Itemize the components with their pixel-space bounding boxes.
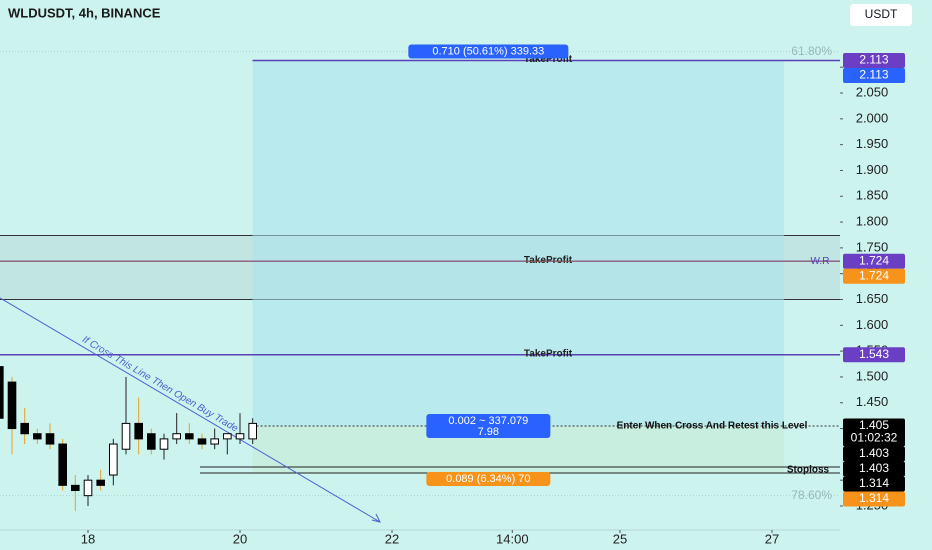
y-tick-label: 1.900	[856, 162, 889, 177]
wr-label: W.R	[811, 256, 830, 267]
candle-body	[235, 433, 245, 440]
entry-badge-text: 0.002 ~ 337.079	[448, 415, 528, 427]
candle-body	[223, 433, 232, 440]
y-tick-label: 1.800	[856, 214, 889, 229]
y-tick-label: 1.950	[856, 136, 889, 151]
entry-badge-sub: 7.98	[478, 426, 499, 438]
price-label-box	[843, 268, 905, 284]
level-label: TakeProfit	[524, 54, 573, 65]
price-label-box	[843, 253, 905, 269]
x-tick-label: 18	[81, 531, 95, 546]
price-label: 2.113	[859, 53, 888, 67]
price-label-box	[843, 68, 905, 84]
x-tick-label: 22	[385, 531, 399, 546]
price-label: 1.403	[859, 461, 889, 475]
candle-body	[134, 422, 144, 440]
candle-body	[20, 422, 30, 435]
fib-label: 61.80%	[791, 44, 832, 58]
target-badge	[408, 44, 569, 59]
y-tick-label: 2.050	[856, 84, 889, 99]
price-label-box	[843, 347, 905, 363]
candle-body	[45, 433, 55, 445]
currency[interactable]: USDT	[865, 7, 898, 21]
y-tick-label: 1.750	[856, 239, 889, 254]
candle-body	[7, 381, 17, 430]
price-label: 1.543	[859, 347, 889, 361]
price-label-box	[843, 461, 905, 477]
candle-body	[83, 479, 93, 497]
symbol-title: WLDUSDT, 4h, BINANCE	[8, 5, 161, 20]
entry-note: Enter When Cross And Retest this Level	[617, 421, 808, 432]
price-label-box	[843, 418, 905, 447]
x-tick-label: 27	[765, 531, 779, 546]
candle-body	[58, 443, 68, 486]
stop-badge	[426, 471, 551, 486]
candle-body	[210, 438, 220, 445]
candle-body	[0, 366, 4, 419]
entry-badge	[426, 413, 551, 438]
price-label: 1.314	[859, 491, 889, 505]
candle-body	[71, 484, 80, 492]
stop-badge-text: 0.089 (6.34%) 70	[446, 473, 530, 485]
candle-body	[121, 422, 131, 450]
candle-body	[33, 433, 42, 440]
y-tick-label: 1.600	[856, 317, 889, 332]
price-label-box	[843, 476, 905, 492]
price-label: 1.314	[859, 476, 889, 490]
candle-body	[147, 433, 156, 450]
price-label: 2.113	[859, 68, 888, 82]
price-label: 1.405	[859, 418, 889, 432]
candle-body	[96, 479, 106, 486]
currency-box[interactable]	[850, 4, 912, 26]
price-label: 1.403	[859, 446, 889, 460]
candle-body	[197, 438, 207, 445]
candle-body	[172, 433, 182, 440]
stop-note: Stoploss	[787, 465, 830, 476]
level-label: TakeProfit	[524, 348, 573, 359]
plot: 61.80% 78.60% TakeProfit TakeProfit TakeProf…	[0, 44, 840, 523]
candle-body	[185, 433, 194, 440]
level-label: TakeProfit	[524, 255, 573, 266]
target-badge-text: 0.710 (50.61%) 339.33	[432, 45, 544, 57]
x-tick-label: 20	[233, 531, 247, 546]
trend-line	[0, 297, 381, 523]
price-label: 1.724	[859, 253, 889, 267]
fib-label: 78.60%	[791, 488, 832, 502]
price-label: 1.724	[859, 268, 889, 282]
y-tick-label: 1.500	[856, 368, 889, 383]
x-tick-label: 14:00	[496, 531, 529, 546]
price-label-box	[843, 446, 905, 462]
candle-body	[159, 438, 169, 450]
price-label-box	[843, 491, 905, 507]
candle-body	[109, 443, 118, 476]
target-zone	[252, 60, 785, 426]
y-tick-label: 1.450	[856, 394, 889, 409]
y-tick-label: 1.650	[856, 291, 889, 306]
y-tick-label: 2.000	[856, 110, 889, 125]
candle-body	[248, 422, 257, 440]
price-label-sub: 01:02:32	[851, 431, 898, 445]
y-tick-label: 1.850	[856, 188, 889, 203]
price-label-box	[843, 53, 905, 69]
x-tick-label: 25	[613, 531, 627, 546]
